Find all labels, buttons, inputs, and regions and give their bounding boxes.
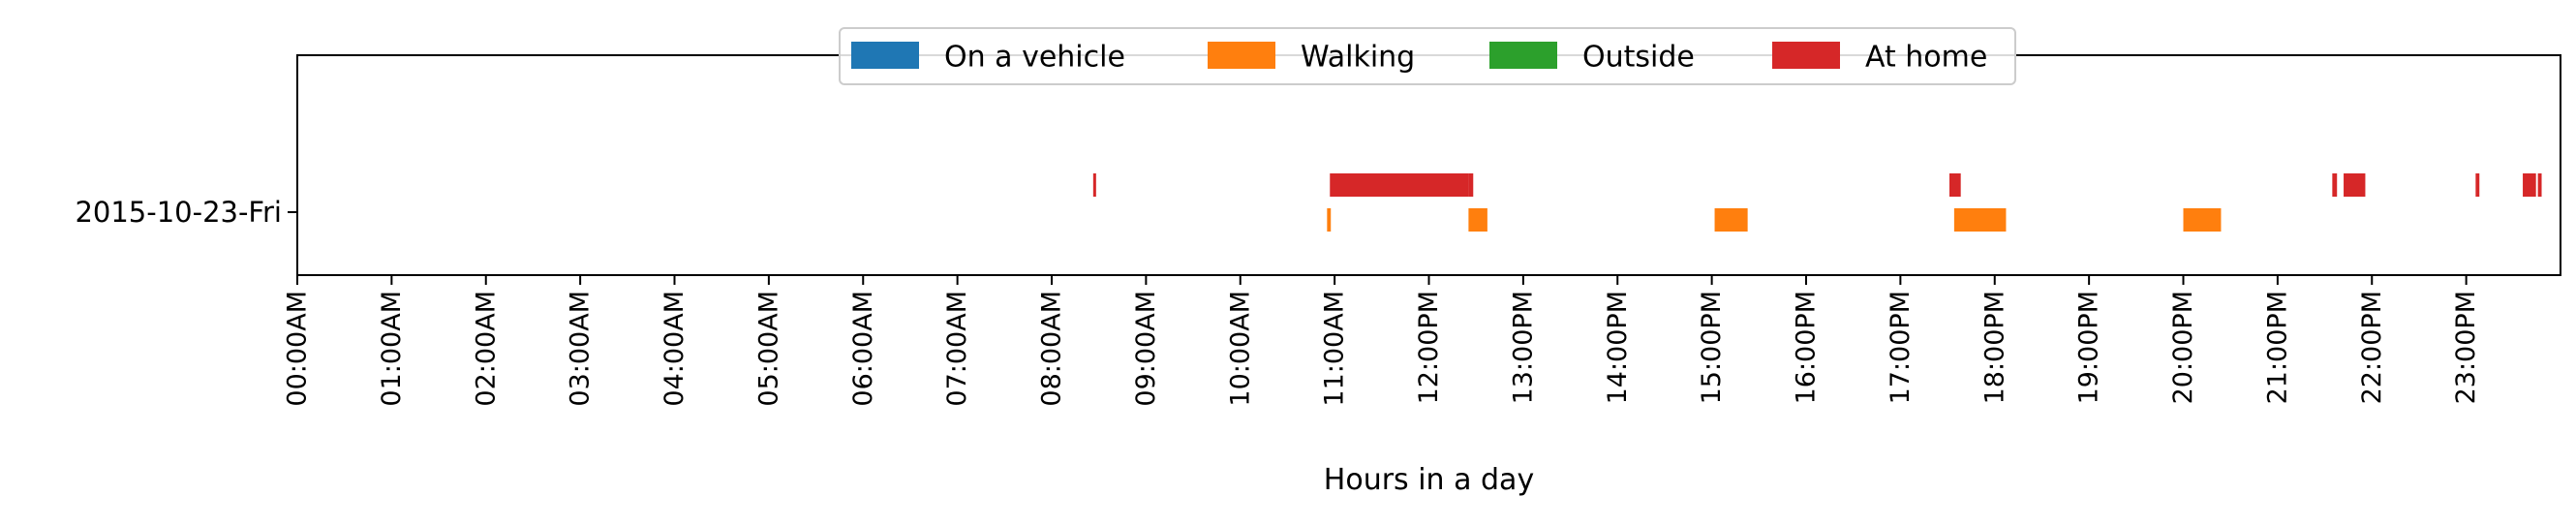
x-tick-label-7: 07:00AM: [942, 291, 972, 407]
x-tick-label-11: 11:00AM: [1320, 291, 1350, 407]
bar-at-home-5: [2344, 173, 2366, 197]
x-tick-label-14: 14:00PM: [1603, 291, 1633, 404]
x-tick-label-20: 20:00PM: [2168, 291, 2198, 404]
bar-at-home-6: [2475, 173, 2480, 197]
x-tick-label-9: 09:00AM: [1131, 291, 1161, 407]
legend-label-outside: Outside: [1582, 41, 1695, 75]
bar-walking-0: [1327, 208, 1332, 232]
y-tick-label-0: 2015-10-23-Fri: [75, 196, 282, 229]
x-tick-label-2: 02:00AM: [471, 291, 501, 407]
x-tick-label-8: 08:00AM: [1037, 291, 1067, 407]
legend-label-walking: Walking: [1301, 41, 1415, 75]
x-tick-label-1: 01:00AM: [377, 291, 407, 407]
x-tick-label-3: 03:00AM: [566, 291, 596, 407]
legend-swatch-on-a-vehicle: [851, 42, 919, 69]
legend-label-at-home: At home: [1865, 41, 1987, 75]
bar-walking-2: [1714, 208, 1748, 232]
x-tick-label-22: 22:00PM: [2357, 291, 2387, 404]
bar-walking-4: [2183, 208, 2222, 232]
y-axis: 2015-10-23-Fri: [75, 196, 297, 229]
bar-walking-3: [1953, 208, 2007, 232]
bar-at-home-1: [1330, 173, 1469, 197]
x-tick-label-4: 04:00AM: [659, 291, 690, 407]
x-axis: 00:00AM 01:00AM 02:00AM 03:00AM 04:00AM 05:00…: [283, 275, 2481, 407]
legend-swatch-walking: [1208, 42, 1275, 69]
legend-label-on-a-vehicle: On a vehicle: [944, 41, 1125, 75]
x-tick-label-10: 10:00AM: [1225, 291, 1255, 407]
legend-swatch-outside: [1489, 42, 1557, 69]
x-tick-label-21: 21:00PM: [2262, 291, 2292, 404]
bar-at-home-3: [1949, 173, 1961, 197]
x-tick-label-15: 15:00PM: [1697, 291, 1727, 404]
bar-walking-1: [1468, 208, 1487, 232]
x-tick-label-18: 18:00PM: [1979, 291, 2009, 404]
bar-at-home-2: [1468, 173, 1474, 197]
x-tick-label-16: 16:00PM: [1792, 291, 1822, 404]
x-tick-label-19: 19:00PM: [2074, 291, 2104, 404]
bar-at-home-7: [2523, 173, 2536, 197]
legend: On a vehicle Walking Outside At home: [839, 27, 2016, 85]
x-tick-label-5: 05:00AM: [753, 291, 783, 407]
bar-at-home-8: [2537, 173, 2542, 197]
x-tick-label-12: 12:00PM: [1414, 291, 1444, 404]
x-axis-label: Hours in a day: [1324, 463, 1534, 497]
x-tick-label-17: 17:00PM: [1886, 291, 1916, 404]
plot-marks: [1092, 173, 2542, 232]
bar-at-home-0: [1092, 173, 1096, 197]
x-tick-label-23: 23:00PM: [2451, 291, 2481, 404]
legend-box: [839, 27, 2016, 85]
x-tick-label-6: 06:00AM: [848, 291, 878, 407]
x-tick-label-0: 00:00AM: [283, 291, 313, 407]
bar-at-home-4: [2332, 173, 2338, 197]
x-tick-label-13: 13:00PM: [1508, 291, 1538, 404]
legend-swatch-at-home: [1772, 42, 1840, 69]
